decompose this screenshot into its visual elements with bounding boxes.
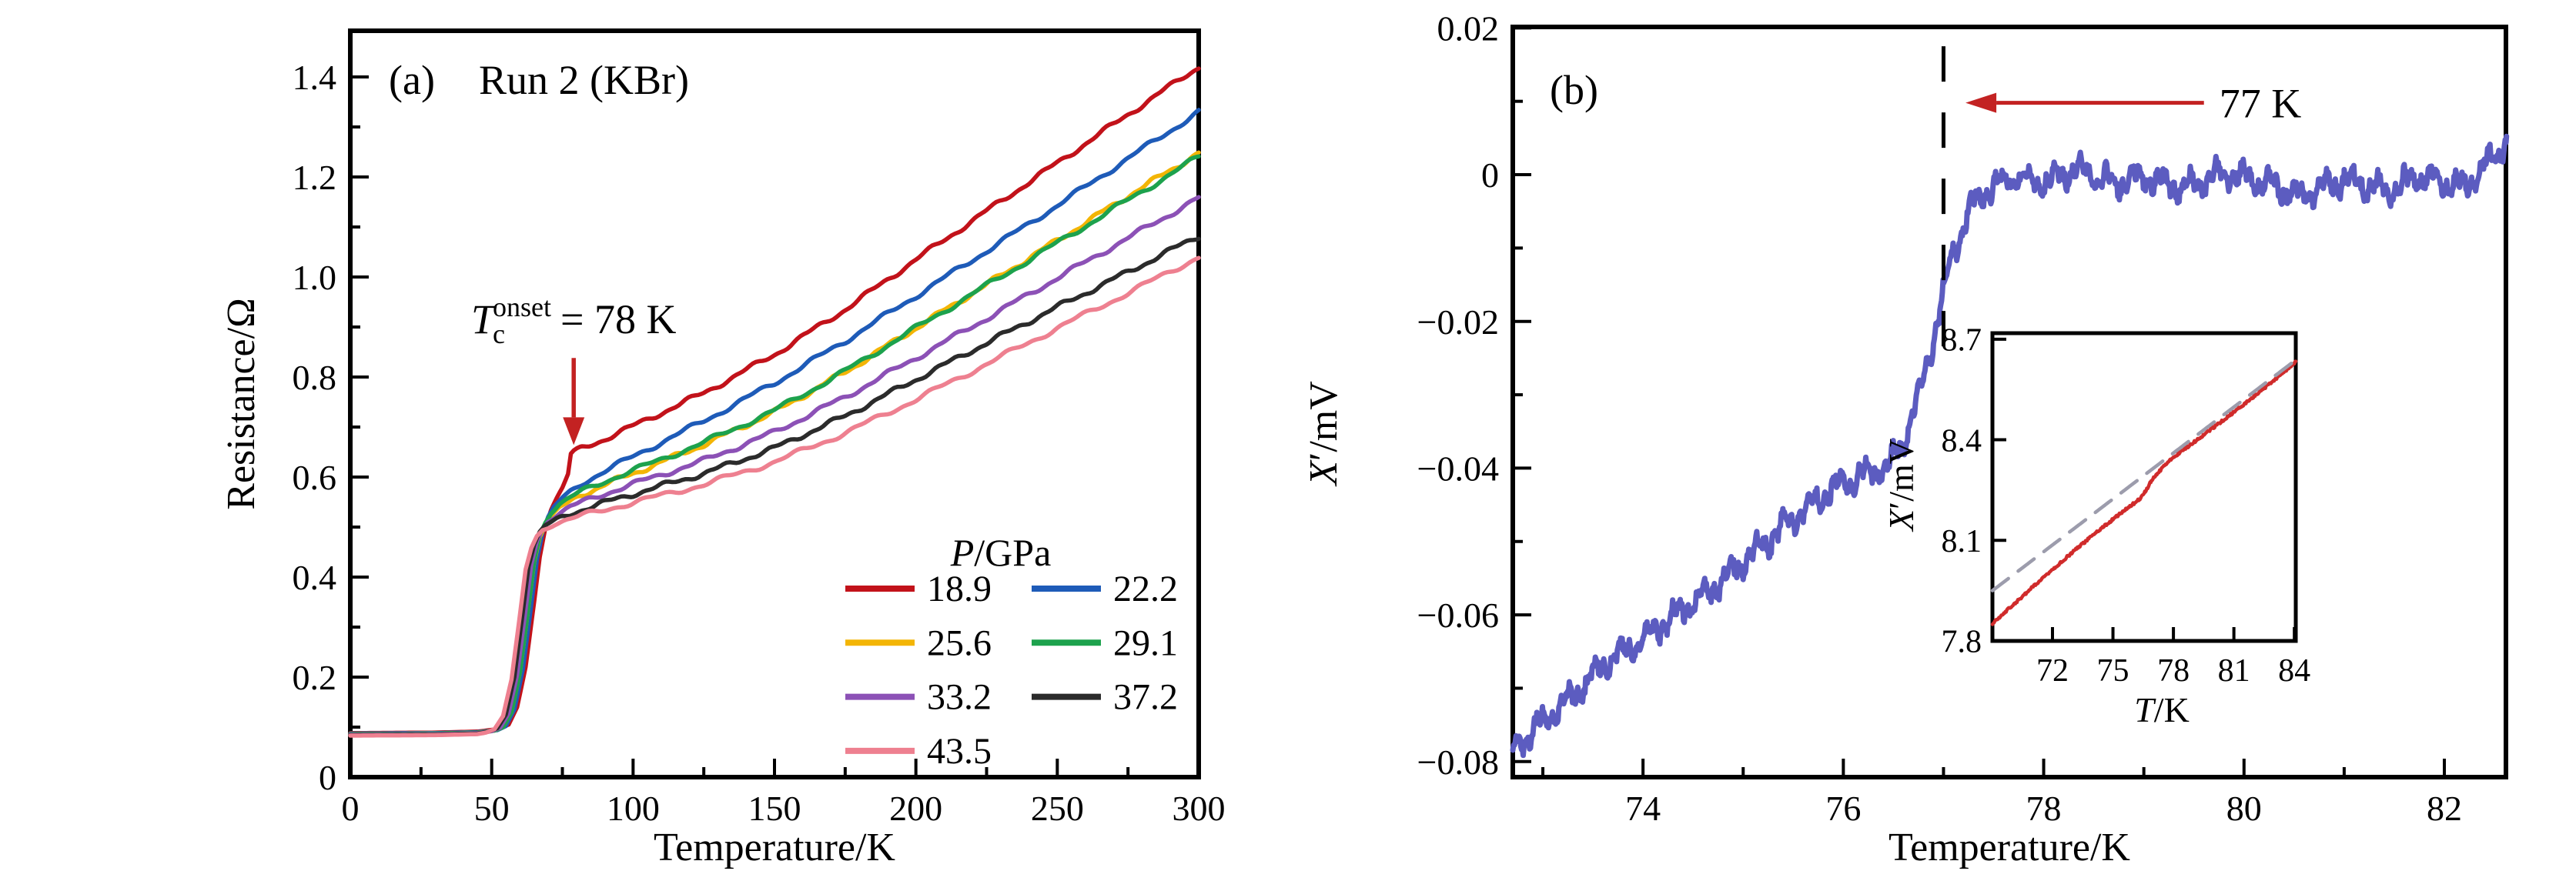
panel-a-y-tick-label: 0.8 — [293, 358, 337, 397]
panel-b-x-tick-label: 76 — [1825, 789, 1861, 828]
panel-a-x-tick-label: 50 — [474, 789, 510, 828]
tc-var: T — [471, 296, 497, 342]
legend-label-22.2: 22.2 — [1113, 569, 1178, 609]
series-43.5-curve — [348, 255, 1201, 738]
panel-b-inset-x-tick-label: 78 — [2157, 653, 2190, 689]
panel-b-inset-x-tick-label: 75 — [2097, 653, 2129, 689]
legend-label-37.2: 37.2 — [1113, 677, 1178, 718]
panel-a-arrow-head — [563, 417, 585, 446]
panel-b-arrow-head — [1965, 92, 1997, 113]
panel-b-x-tick-label: 82 — [2427, 789, 2462, 828]
series-normal-state-linear-fit-curve — [1990, 358, 2298, 592]
panel-a-x-tick-label: 200 — [889, 789, 942, 828]
legend-label-18.9: 18.9 — [927, 569, 992, 609]
panel-b-inset-x-tick-label: 84 — [2278, 653, 2310, 689]
panel-b-y-tick-label: 0 — [1481, 155, 1499, 195]
panel-a-x-axis-label: Temperature/K — [654, 826, 895, 869]
series-33.2-curve — [348, 195, 1201, 737]
panel-b-plot-area: 74 76 78 80 82 0.02 0 −0.02 −0.04 −0.06 −0.08 77 K — [1417, 8, 2510, 828]
panel-b-label: (b) — [1550, 67, 1598, 113]
series-X-inset-cooling-curve — [1990, 359, 2298, 626]
series-25.6-curve — [348, 150, 1201, 736]
inset-x-axis-label: T/K — [2134, 690, 2190, 729]
legend-title: P/GPa — [950, 531, 1052, 574]
panel-a-y-tick-label: 0.6 — [293, 458, 337, 497]
panel-b-inset-x-tick-label: 72 — [2036, 653, 2069, 689]
panel-a-x-tick-label: 100 — [607, 789, 660, 828]
panel-a-y-tick-label: 0.2 — [293, 658, 337, 697]
panel-a-y-tick-label: 1.2 — [293, 158, 337, 197]
panel-b-x-axis-label: Temperature/K — [1889, 826, 2130, 869]
legend-title-var: P — [950, 531, 975, 574]
legend-label-29.1: 29.1 — [1113, 622, 1178, 663]
series-X-signal-curve — [1510, 133, 2510, 759]
panel-b-inset-y-tick-label: 8.7 — [1942, 323, 1982, 359]
panel-b-inset-y-tick-label: 8.1 — [1942, 524, 1982, 559]
panel-b-inset-y-tick-label: 7.8 — [1942, 625, 1982, 660]
panel-b-inset-x-tick-label: 81 — [2218, 653, 2250, 689]
panel-a-y-tick-label: 1.4 — [293, 58, 337, 97]
panel-b-frame — [1510, 25, 2508, 779]
panel-a-y-tick-label: 0.4 — [293, 558, 337, 597]
panel-a-x-tick-label: 150 — [748, 789, 801, 828]
panel-a-svg: 0 50 100 150 200 250 300 0 0.2 0.4 0.6 0.8 1.0 1.2 1.4… — [219, 28, 1226, 869]
panel-b-x-tick-label: 74 — [1625, 789, 1661, 828]
panel-a-frame — [348, 28, 1201, 779]
panel-b-inset-plot-area: 72 75 78 81 84 7.8 8.1 8.4 8.7 — [1942, 323, 2311, 689]
inset-y-axis-label: X′/mV — [1882, 439, 1921, 532]
panel-a-x-tick-label: 0 — [342, 789, 360, 828]
panel-b-y-tick-label: −0.06 — [1417, 596, 1499, 635]
panel-b-arrow-label: 77 K — [2220, 81, 2302, 127]
panel-a-y-axis-label: Resistance/Ω — [219, 298, 263, 509]
panel-a-plot-area: 0 50 100 150 200 250 300 0 0.2 0.4 0.6 0.8 1.0 1.2 1.4… — [293, 28, 1226, 828]
legend-title-unit: /GPa — [974, 531, 1051, 574]
legend-label-43.5: 43.5 — [927, 731, 992, 772]
tc-sup: onset — [493, 292, 551, 322]
panel-a-y-tick-label: 0 — [319, 758, 336, 797]
tc-onset-annotation: Tconset = 78 K — [471, 292, 676, 349]
panel-b-y-tick-label: −0.02 — [1417, 302, 1499, 342]
tc-sub: c — [493, 319, 505, 349]
panel-b-x-tick-label: 78 — [2026, 789, 2062, 828]
panel-b-y-tick-label: −0.08 — [1417, 743, 1499, 782]
panel-b-y-tick-label: 0.02 — [1437, 8, 1500, 48]
panel-a-x-tick-label: 300 — [1173, 789, 1226, 828]
tc-eq: = 78 K — [560, 296, 676, 342]
panel-a-label: (a) — [389, 57, 435, 103]
legend-label-33.2: 33.2 — [927, 677, 992, 718]
panel-a-y-tick-label: 1.0 — [293, 258, 337, 297]
panel-b-inset-y-tick-label: 8.4 — [1942, 423, 1982, 459]
panel-b-x-tick-label: 80 — [2226, 789, 2262, 828]
panel-a-x-tick-label: 250 — [1031, 789, 1084, 828]
legend-label-25.6: 25.6 — [927, 622, 992, 663]
series-18.9-curve — [348, 66, 1201, 736]
panel-b-y-axis-label: X′/mV — [1302, 381, 1346, 487]
panel-b-y-tick-label: −0.04 — [1417, 449, 1499, 489]
panel-a-title: Run 2 (KBr) — [479, 57, 689, 103]
panel-b-inset-frame — [1990, 331, 2298, 643]
